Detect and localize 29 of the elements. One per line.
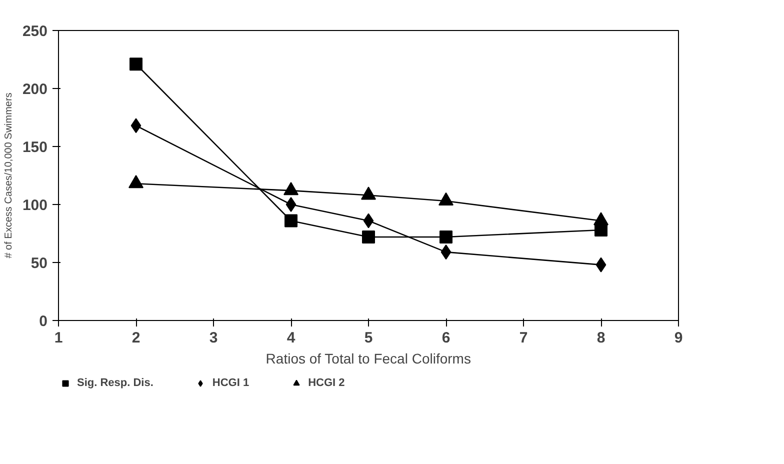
x-tick-label: 4 xyxy=(286,330,296,346)
y-tick-label: 200 xyxy=(22,81,48,98)
y-axis-title: # of Excess Cases/10,000 Swimmers xyxy=(3,92,14,258)
y-tick-label: 50 xyxy=(30,255,48,272)
x-tick-label: 1 xyxy=(54,330,63,346)
point xyxy=(440,244,452,260)
y-tick-label: 100 xyxy=(22,197,48,214)
legend-label: Sig. Resp. Dis. xyxy=(77,377,154,389)
point xyxy=(362,230,375,244)
point xyxy=(286,197,296,212)
point xyxy=(596,257,606,272)
x-tick-label: 8 xyxy=(596,330,606,346)
x-tick-label: 7 xyxy=(519,330,528,346)
x-tick-label: 3 xyxy=(209,330,218,346)
point xyxy=(440,230,452,244)
x-axis-title: Ratios of Total to Fecal Coliforms xyxy=(266,350,471,366)
legend-label: HCGI 2 xyxy=(308,377,345,389)
point xyxy=(284,214,298,228)
point xyxy=(363,213,374,228)
x-tick-label: 9 xyxy=(674,330,683,346)
legend-label: HCGI 1 xyxy=(212,377,250,389)
point xyxy=(130,118,142,134)
x-tick-label: 2 xyxy=(132,330,140,346)
point xyxy=(130,58,142,71)
x-tick-label: 5 xyxy=(364,330,373,346)
x-tick-label: 6 xyxy=(442,330,450,346)
y-tick-label: 250 xyxy=(22,23,48,40)
y-tick-label: 0 xyxy=(39,313,48,330)
y-tick-label: 150 xyxy=(22,139,48,156)
